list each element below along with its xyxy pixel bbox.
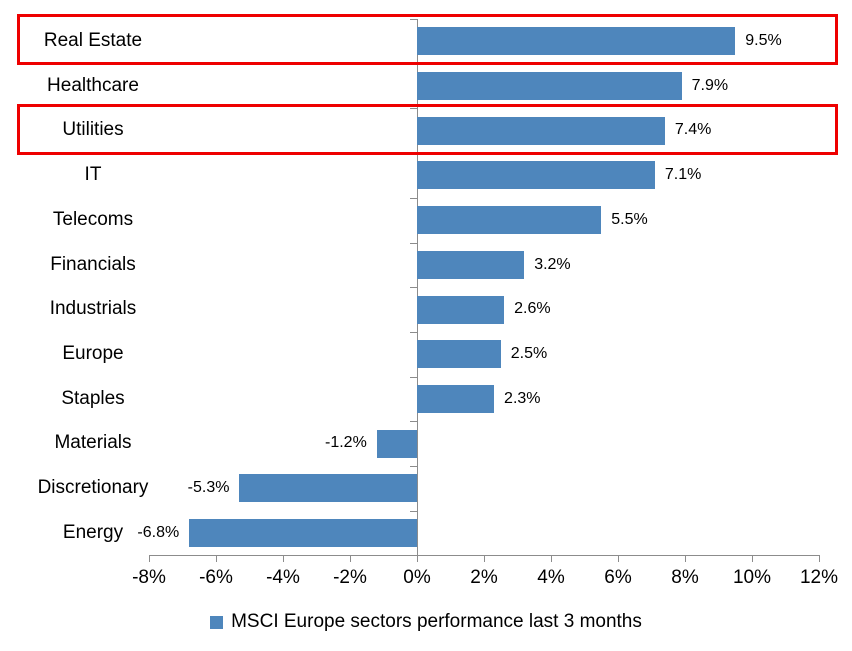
category-axis-tick	[410, 19, 417, 20]
category-label: Utilities	[62, 119, 124, 141]
bar	[376, 429, 417, 458]
value-label: 3.2%	[534, 255, 571, 273]
category-axis-line	[417, 19, 418, 555]
bar	[417, 116, 665, 145]
value-label: -5.3%	[187, 479, 230, 496]
bar	[417, 340, 501, 369]
category-label: Discretionary	[37, 477, 149, 498]
category-label: Energy	[62, 521, 124, 543]
bar	[417, 72, 682, 101]
category-axis-tick	[410, 466, 417, 467]
category-axis-tick	[410, 331, 417, 333]
value-label: 7.1%	[664, 166, 702, 184]
value-axis-tick	[417, 555, 418, 562]
value-label: -6.8%	[137, 523, 180, 541]
category-label: IT	[84, 164, 102, 186]
bar	[239, 474, 417, 503]
value-axis-tick	[752, 555, 753, 562]
value-axis-tick-label: 0%	[403, 567, 431, 588]
category-axis-tick	[410, 376, 417, 378]
legend: MSCI Europe sectors performance last 3 m…	[0, 611, 852, 633]
value-axis-tick-label: 10%	[732, 567, 772, 588]
value-axis-tick	[216, 555, 217, 562]
category-label: Telecoms	[52, 208, 134, 230]
legend-label: MSCI Europe sectors performance last 3 m…	[231, 611, 642, 632]
category-label: Healthcare	[47, 74, 139, 96]
category-axis-tick	[410, 242, 417, 244]
value-axis-tick-label: 4%	[537, 567, 565, 588]
value-label: 2.3%	[504, 389, 541, 407]
value-axis-tick	[618, 555, 619, 562]
category-label: Staples	[61, 387, 125, 409]
value-label: 5.5%	[611, 210, 648, 228]
value-axis-tick	[149, 555, 150, 562]
value-axis-tick	[551, 555, 552, 562]
bar	[417, 384, 495, 413]
value-label: 2.5%	[510, 344, 548, 362]
bar	[189, 519, 417, 548]
value-label: 9.5%	[745, 32, 782, 49]
category-axis-tick	[410, 287, 417, 289]
value-axis-tick-label: -8%	[132, 567, 166, 588]
value-axis-tick	[685, 555, 686, 562]
value-axis-tick-label: -4%	[266, 567, 300, 588]
legend-marker-icon	[210, 615, 224, 629]
category-label: Industrials	[49, 298, 137, 320]
value-label: 7.4%	[674, 121, 712, 139]
bar	[417, 161, 655, 190]
value-axis-tick-label: 2%	[470, 567, 498, 588]
category-axis-tick	[410, 421, 417, 423]
value-axis-tick	[484, 555, 485, 562]
value-axis-tick	[283, 555, 284, 562]
value-axis-tick-label: -2%	[333, 567, 367, 588]
value-axis-tick-label: 6%	[604, 567, 632, 588]
category-label: Europe	[62, 342, 124, 364]
category-label: Financials	[50, 253, 136, 275]
highlight-box	[17, 103, 838, 155]
value-label: 7.9%	[691, 76, 729, 94]
bar	[417, 250, 525, 279]
category-axis-tick	[410, 197, 417, 199]
category-label: Materials	[54, 432, 132, 454]
category-label: Real Estate	[43, 30, 143, 51]
bar	[417, 295, 505, 324]
value-label: -1.2%	[325, 434, 367, 452]
value-axis-tick	[350, 555, 351, 562]
category-axis-tick	[410, 108, 417, 110]
value-axis-tick	[819, 555, 820, 562]
bar	[417, 27, 736, 56]
value-axis-tick-label: -6%	[199, 567, 233, 588]
value-label: 2.6%	[514, 300, 551, 318]
bar	[417, 206, 602, 235]
category-axis-tick	[410, 555, 417, 557]
value-axis-tick-label: 8%	[671, 567, 699, 588]
value-axis-tick-label: 12%	[799, 567, 839, 588]
category-axis-tick	[410, 510, 417, 512]
highlight-box	[17, 14, 838, 66]
